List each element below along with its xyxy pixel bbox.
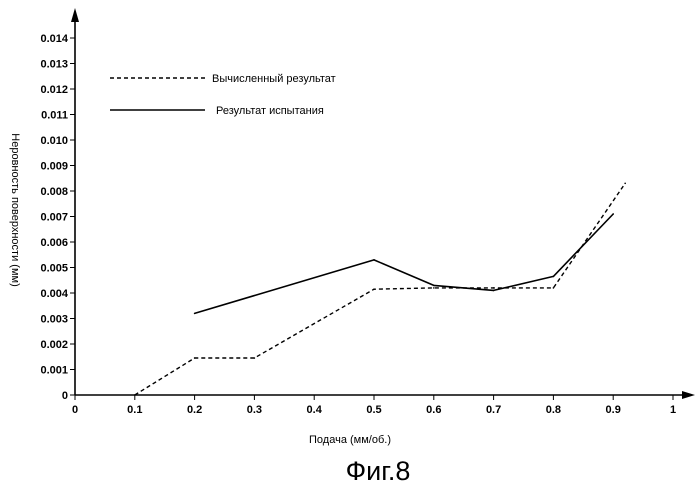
test-result-point	[553, 276, 555, 278]
y-tick-label: 0.006	[40, 237, 68, 249]
x-tick-label: 1	[670, 404, 676, 416]
y-axis-ticks: 0 0.001 0.002 0.003 0.004 0.005 0.006 0.007 0.00…	[40, 33, 75, 402]
test-result-point	[433, 285, 435, 287]
y-tick-label: 0.004	[40, 288, 68, 300]
x-axis-arrow	[682, 391, 695, 399]
y-tick-label: 0	[62, 390, 68, 402]
x-tick-label: 0.5	[366, 404, 381, 416]
calculated-result-point	[373, 288, 375, 290]
x-tick-label: 0.6	[426, 404, 441, 416]
figure-label: Фиг.8	[346, 456, 411, 486]
x-axis-label: Подача (мм/об.)	[309, 434, 391, 446]
calculated-result-point	[493, 287, 495, 289]
x-tick-label: 0.7	[486, 404, 501, 416]
y-axis-arrow	[71, 8, 79, 22]
chart-series	[134, 183, 626, 396]
x-tick-label: 0	[72, 404, 78, 416]
calculated-result-point	[553, 287, 555, 289]
x-tick-label: 0.2	[187, 404, 202, 416]
y-tick-label: 0.003	[40, 314, 68, 326]
x-tick-label: 0.3	[247, 404, 262, 416]
y-tick-label: 0.009	[40, 161, 68, 173]
y-tick-label: 0.010	[40, 135, 68, 147]
chart-axes	[71, 8, 695, 399]
x-axis-ticks: 0 0.1 0.2 0.3 0.4 0.5 0.6 0.7 0.8 0.9 1	[72, 395, 676, 416]
y-tick-label: 0.005	[40, 263, 68, 275]
y-tick-label: 0.008	[40, 186, 68, 198]
legend-label: Вычисленный результат	[212, 73, 336, 85]
test-result-point	[373, 259, 375, 261]
y-tick-label: 0.007	[40, 212, 68, 224]
y-tick-label: 0.002	[40, 339, 68, 351]
y-tick-label: 0.014	[40, 33, 68, 45]
x-tick-label: 0.1	[127, 404, 142, 416]
calculated-result-point	[254, 357, 256, 359]
x-tick-label: 0.9	[606, 404, 621, 416]
chart-legend: Вычисленный результат Результат испытания	[110, 73, 336, 117]
y-axis-label: Неровность поверхности (мм)	[9, 133, 21, 286]
calculated-result-point	[433, 287, 435, 289]
test-result-point	[612, 213, 614, 215]
calculated-result-point	[134, 394, 136, 396]
test-result-point	[194, 313, 196, 315]
test-result-line	[195, 214, 614, 313]
calculated-result-point	[624, 183, 626, 185]
calculated-result-point	[194, 357, 196, 359]
test-result-point	[493, 290, 495, 292]
legend-label: Результат испытания	[216, 105, 324, 117]
y-tick-label: 0.011	[41, 110, 68, 122]
y-tick-label: 0.012	[40, 84, 68, 96]
y-tick-label: 0.013	[40, 59, 68, 71]
calculated-result-line	[135, 183, 625, 395]
y-tick-label: 0.001	[40, 365, 68, 377]
x-tick-label: 0.4	[307, 404, 323, 416]
x-tick-label: 0.8	[546, 404, 561, 416]
